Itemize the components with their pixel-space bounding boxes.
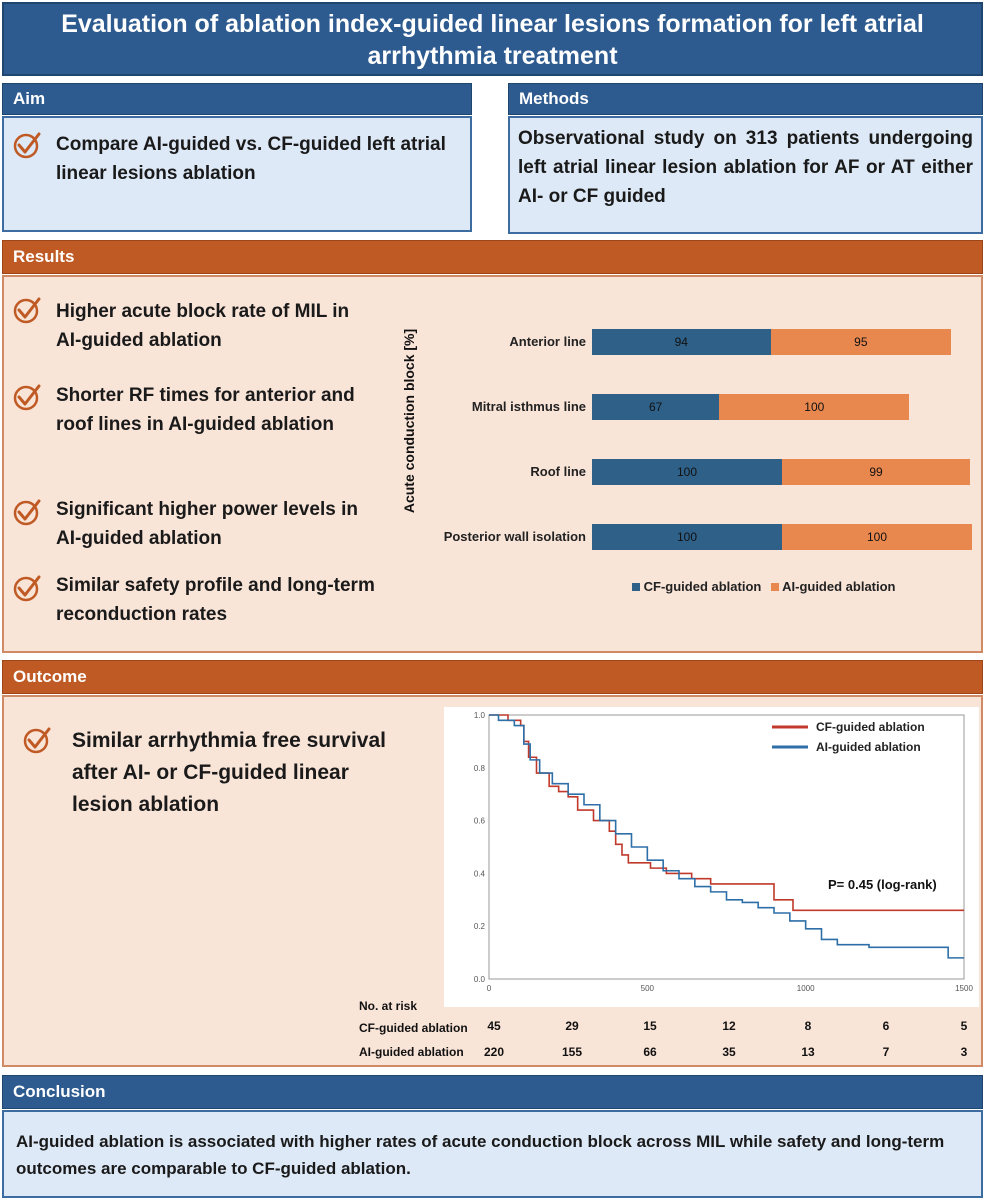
risk-value: 29 [565, 1019, 579, 1033]
km-ytick-label: 0.0 [474, 975, 486, 984]
km-ytick-label: 0.2 [474, 922, 486, 931]
bar-ai-segment: 100 [719, 394, 910, 420]
aim-text: Compare AI-guided vs. CF-guided left atr… [56, 134, 446, 184]
km-legend-label: CF-guided ablation [816, 720, 925, 734]
risk-value: 8 [804, 1019, 812, 1033]
risk-value: 155 [561, 1045, 583, 1059]
risk-value: 5 [960, 1019, 968, 1033]
km-ytick-label: 0.8 [474, 764, 486, 773]
bar-cf-segment: 67 [592, 394, 720, 420]
aim-panel: Compare AI-guided vs. CF-guided left atr… [2, 116, 472, 232]
bar-ai-segment: 100 [782, 524, 972, 550]
legend-swatch-cf [632, 583, 640, 591]
methods-text: Observational study on 313 patients unde… [518, 128, 973, 207]
result-point-4: Similar safety profile and long-term rec… [56, 575, 375, 625]
km-xtick-label: 0 [487, 984, 492, 993]
bar-category-label: Roof line [530, 464, 586, 479]
km-pvalue-annotation: P= 0.45 (log-rank) [828, 877, 937, 892]
outcome-text: Similar arrhythmia free survival after A… [72, 729, 386, 816]
km-ytick-label: 0.4 [474, 869, 486, 878]
km-ytick-label: 0.6 [474, 817, 486, 826]
risk-row-cf-label: CF-guided ablation [359, 1021, 468, 1035]
check-circle-icon [13, 575, 41, 602]
legend-label-ai: AI-guided ablation [782, 579, 896, 594]
check-circle-icon [13, 499, 41, 526]
risk-value: 6 [882, 1019, 890, 1033]
methods-panel: Observational study on 313 patients unde… [508, 116, 983, 234]
result-point-1: Higher acute block rate of MIL in AI-gui… [56, 301, 350, 351]
bar-cf-segment: 94 [592, 329, 771, 355]
km-xtick-label: 1500 [955, 984, 973, 993]
aim-header: Aim [2, 83, 472, 115]
bar-chart-legend: CF-guided ablation AI-guided ablation [632, 579, 952, 599]
conclusion-panel: AI-guided ablation is associated with hi… [2, 1110, 983, 1198]
km-ytick-label: 1.0 [474, 711, 486, 720]
bar-category-label: Posterior wall isolation [443, 529, 586, 544]
conclusion-text: AI-guided ablation is associated with hi… [16, 1132, 945, 1178]
bar-cf-segment: 100 [592, 524, 782, 550]
risk-header: No. at risk [359, 999, 418, 1013]
acute-block-bar-chart: Anterior line 94 95 Mitral isthmus line 67 10… [424, 307, 979, 567]
bar-category-label: Anterior line [509, 334, 586, 349]
result-point-3: Significant higher power levels in AI-gu… [56, 499, 358, 549]
km-xtick-label: 500 [641, 984, 655, 993]
km-legend-label: AI-guided ablation [816, 740, 921, 754]
risk-value: 15 [643, 1019, 657, 1033]
risk-value: 35 [722, 1045, 736, 1059]
conclusion-header: Conclusion [2, 1075, 983, 1109]
check-circle-icon [23, 727, 51, 754]
risk-row-ai-label: AI-guided ablation [359, 1045, 464, 1059]
legend-swatch-ai [770, 583, 779, 591]
bar-ai-segment: 99 [782, 459, 971, 485]
outcome-header: Outcome [2, 660, 983, 694]
km-plot-frame [488, 714, 965, 980]
results-header: Results [2, 240, 983, 274]
risk-value: 220 [483, 1045, 505, 1059]
check-circle-icon [13, 132, 41, 159]
risk-value: 45 [487, 1019, 501, 1033]
risk-value: 3 [960, 1045, 968, 1059]
bar-ai-segment: 95 [770, 329, 952, 355]
results-panel: Higher acute block rate of MIL in AI-gui… [2, 275, 983, 653]
risk-value: 7 [882, 1045, 890, 1059]
km-line-ai [489, 714, 964, 959]
risk-value: 66 [643, 1045, 657, 1059]
risk-value: 13 [801, 1045, 815, 1059]
survival-curve-chart: 0.0 0.2 0.4 0.6 0.8 1.0 0 500 1000 1500 CF-guided … [444, 707, 979, 1007]
check-circle-icon [13, 297, 41, 324]
legend-label-cf: CF-guided ablation [643, 579, 762, 594]
km-xtick-label: 1000 [797, 984, 815, 993]
bar-cf-segment: 100 [592, 459, 782, 485]
check-circle-icon [13, 384, 41, 411]
result-point-2: Shorter RF times for anterior and roof l… [56, 385, 355, 435]
poster-title: Evaluation of ablation index-guided line… [2, 2, 983, 76]
risk-value: 12 [722, 1019, 736, 1033]
outcome-panel: Similar arrhythmia free survival after A… [2, 695, 983, 1067]
risk-values: 45 29 15 12 8 6 5 220 155 66 35 13 7 3 [4, 697, 985, 1069]
methods-header: Methods [508, 83, 983, 115]
bar-category-label: Mitral isthmus line [471, 399, 586, 414]
